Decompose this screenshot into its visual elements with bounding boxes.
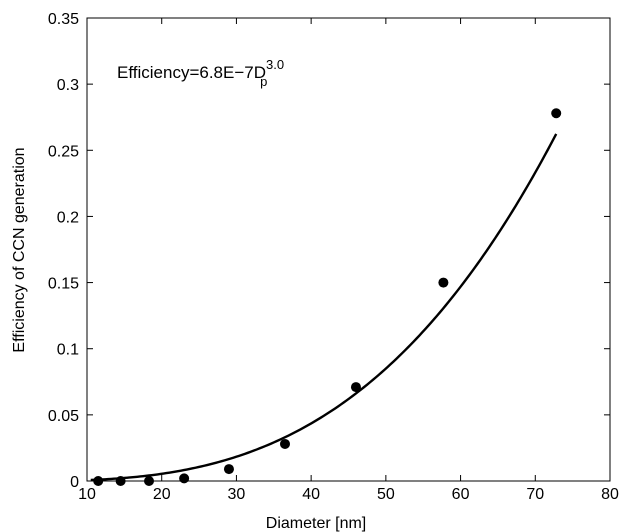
data-point	[223, 464, 234, 475]
y-tick-label: 0.25	[48, 143, 79, 160]
x-tick-label: 70	[526, 486, 544, 503]
equation-annotation: Efficiency=6.8E−7D3.0 p	[117, 57, 284, 89]
x-tick-label: 20	[153, 486, 171, 503]
x-tick-label: 40	[302, 486, 320, 503]
x-tick-label: 80	[601, 486, 619, 503]
y-tick-label: 0.05	[48, 408, 79, 425]
x-tick-label: 50	[377, 486, 395, 503]
y-tick-label: 0.35	[48, 11, 79, 28]
data-point	[279, 438, 290, 449]
equation-superscript: 3.0	[266, 57, 284, 72]
y-tick-label: 0.3	[57, 77, 79, 94]
y-tick-label: 0.2	[57, 209, 79, 226]
x-tick-label: 60	[452, 486, 470, 503]
data-points	[93, 108, 562, 486]
tick-marks	[86, 17, 611, 482]
y-tick-label: 0.1	[57, 342, 79, 359]
fit-curve	[90, 133, 558, 482]
data-point	[350, 382, 361, 393]
data-point	[438, 277, 449, 288]
data-point	[179, 473, 190, 484]
data-point	[551, 108, 562, 119]
x-tick-label: 30	[228, 486, 246, 503]
y-axis-label: Efficiency of CCN generation	[11, 147, 28, 352]
equation-subscript: p	[260, 74, 267, 89]
plot-frame	[86, 17, 611, 482]
tick-labels: 10 20 30 40 50 60 70 80 0 0.05 0.1 0.15 0.2 0.25 0.3 0.…	[48, 11, 619, 503]
y-tick-label: 0.15	[48, 276, 79, 293]
y-tick-label: 0	[70, 474, 79, 491]
equation-prefix: Efficiency=6.8E−7D	[117, 63, 266, 82]
x-axis-label: Diameter [nm]	[266, 515, 366, 532]
x-tick-label: 10	[78, 486, 96, 503]
